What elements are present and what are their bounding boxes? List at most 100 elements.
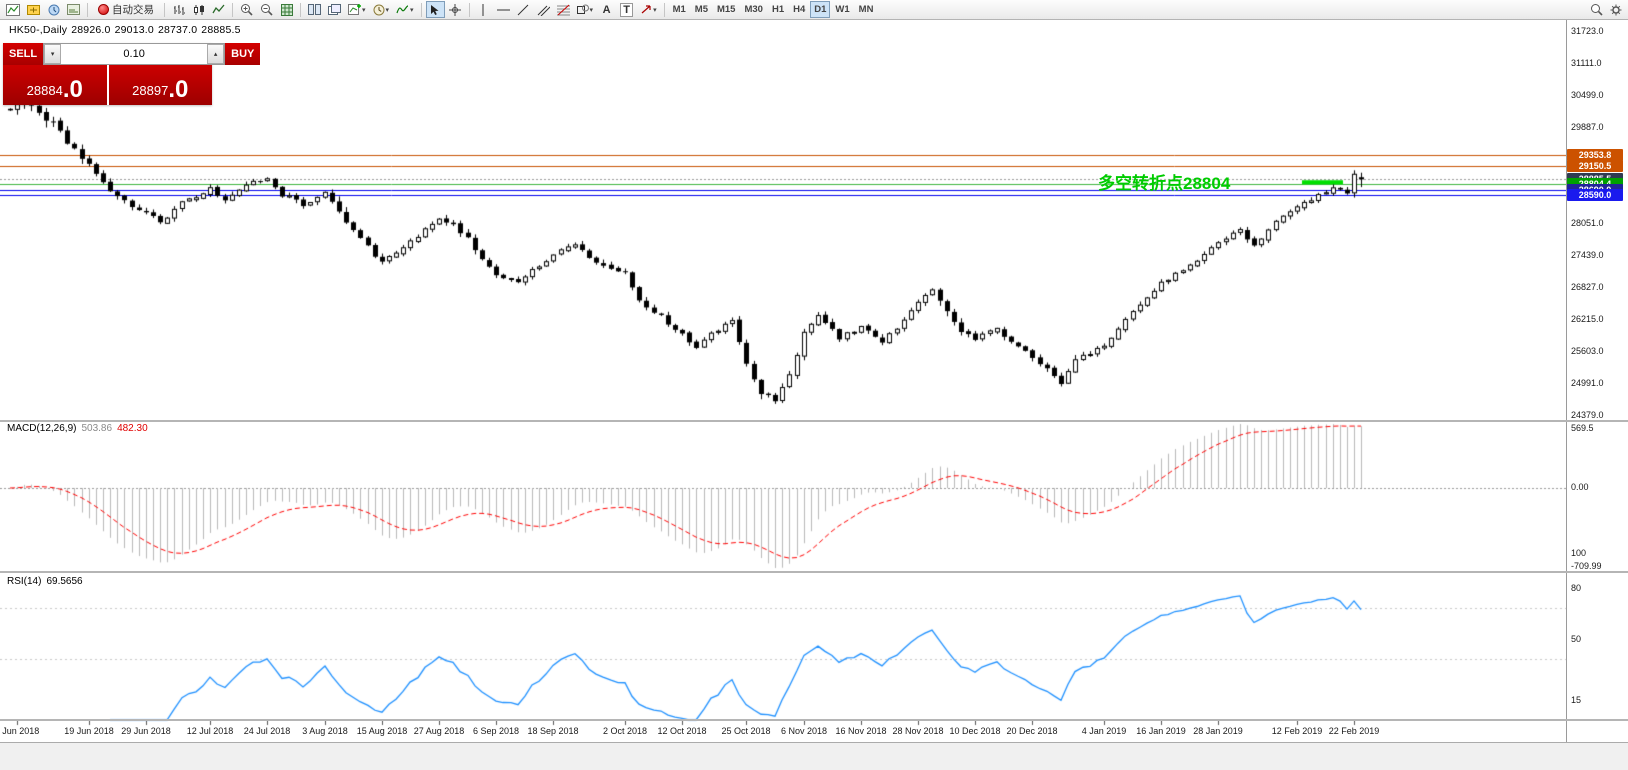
time-axis-label: 20 Dec 2018 <box>1006 726 1058 736</box>
trendline-icon <box>517 4 529 16</box>
price-axis-label: 26827.0 <box>1571 282 1604 292</box>
terminal-button[interactable] <box>64 1 83 18</box>
terminal-icon <box>67 4 80 15</box>
rsi-axis-label: 80 <box>1571 582 1582 593</box>
search-button[interactable] <box>1587 1 1606 18</box>
zoom-in-button[interactable] <box>237 1 256 18</box>
settings-button[interactable] <box>1606 1 1625 18</box>
price-axis-label: 25603.0 <box>1571 346 1604 356</box>
time-axis[interactable]: 5 Jun 2018 19 Jun 2018 29 Jun 2018 12 Jul 2… <box>0 720 1566 742</box>
sell-button[interactable]: SELL <box>3 43 44 65</box>
cascade-windows-button[interactable] <box>325 1 344 18</box>
indicators-dropdown[interactable]: ▾ <box>393 1 417 18</box>
crosshair-tool-button[interactable] <box>446 1 465 18</box>
cursor-icon <box>430 4 440 16</box>
channel-icon <box>537 4 550 16</box>
volume-input[interactable] <box>61 44 208 64</box>
search-icon <box>1590 3 1603 16</box>
line-chart-type-button[interactable] <box>209 1 228 18</box>
grid-icon <box>280 3 293 16</box>
strategy-tester-button[interactable] <box>277 1 296 18</box>
sell-price-main: 28884 <box>26 83 63 98</box>
candlestick-chart-type-button[interactable] <box>189 1 208 18</box>
time-axis-label: 27 Aug 2018 <box>413 726 465 736</box>
pane-splitter-time[interactable] <box>0 719 1628 721</box>
trendline-tool-button[interactable] <box>514 1 533 18</box>
arrows-dropdown[interactable]: ▾ <box>637 1 660 18</box>
new-chart-button[interactable] <box>3 1 23 18</box>
time-axis-label: 12 Jul 2018 <box>186 726 234 736</box>
timeframe-button-m1[interactable]: M1 <box>672 4 686 15</box>
sell-price-panel[interactable]: 28884 .0 <box>3 65 107 105</box>
autotrade-status-icon <box>98 4 109 15</box>
arrow-tool-icon <box>640 4 652 15</box>
add-chart-icon <box>348 4 361 15</box>
clock-icon <box>373 4 385 16</box>
toolbar-separator <box>300 2 301 17</box>
gear-icon <box>1610 4 1622 16</box>
timeframe-button-w1[interactable]: W1 <box>835 4 850 15</box>
timeframe-button-m15[interactable]: M15 <box>716 4 736 15</box>
label-tool-button[interactable]: T <box>617 1 636 18</box>
status-bar <box>0 742 1628 770</box>
one-click-trading-panel: SELL ▾ ▴ BUY 28884 .0 28897 .0 <box>3 43 261 105</box>
volume-decrease-button[interactable]: ▾ <box>44 44 62 64</box>
shapes-dropdown[interactable]: ▾ <box>574 1 597 18</box>
buy-button[interactable]: BUY <box>225 43 261 65</box>
zoom-in-icon <box>240 3 253 16</box>
price-axis[interactable]: 31723.031111.030499.029887.029275.028663… <box>1566 20 1628 720</box>
vertical-line-tool-button[interactable] <box>474 1 493 18</box>
toolbar-separator <box>663 2 665 17</box>
pane-splitter-macd[interactable] <box>0 420 1628 422</box>
text-tool-button[interactable]: A <box>597 1 616 18</box>
price-axis-label: 30499.0 <box>1571 90 1604 100</box>
time-axis-label: 22 Feb 2019 <box>1328 726 1380 736</box>
new-chart-dropdown[interactable]: ▾ <box>345 1 369 18</box>
macd-axis-label: 569.5 <box>1571 423 1594 433</box>
timeframe-button-h1[interactable]: H1 <box>771 4 785 15</box>
chart-quote-line: HK50-,Daily 28926.0 29013.0 28737.0 28885.5 <box>9 24 245 36</box>
text-tool-icon: A <box>602 3 611 16</box>
market-watch-button[interactable] <box>44 1 63 18</box>
time-axis-label: 28 Jan 2019 <box>1193 726 1243 736</box>
bar-chart-type-button[interactable] <box>169 1 188 18</box>
channel-tool-button[interactable] <box>534 1 553 18</box>
horizontal-line-tool-button[interactable] <box>494 1 513 18</box>
cursor-tool-button[interactable] <box>425 1 445 18</box>
fibonacci-tool-button[interactable] <box>554 1 573 18</box>
time-axis-label: 15 Aug 2018 <box>356 726 408 736</box>
periods-dropdown[interactable]: ▾ <box>370 1 393 18</box>
time-axis-label: 6 Nov 2018 <box>780 726 828 736</box>
timeframe-button-d1[interactable]: D1 <box>810 1 831 18</box>
chart-canvas[interactable] <box>0 20 1566 742</box>
volume-control: ▾ ▴ <box>43 43 226 65</box>
macd-name: MACD(12,26,9) <box>7 423 77 434</box>
toolbar-separator <box>420 2 422 17</box>
zoom-out-button[interactable] <box>257 1 276 18</box>
toolbar-separator <box>232 2 233 17</box>
pane-splitter-rsi[interactable] <box>0 571 1628 573</box>
new-order-button[interactable] <box>24 1 43 18</box>
timeframe-button-h4[interactable]: H4 <box>793 4 806 15</box>
price-badge-support: 28590.0 <box>1567 188 1623 201</box>
buy-price-panel[interactable]: 28897 .0 <box>108 65 212 105</box>
toolbar-separator <box>87 2 88 17</box>
volume-increase-button[interactable]: ▴ <box>207 44 225 64</box>
autotrade-button[interactable]: 自动交易 <box>92 1 160 18</box>
timeframe-button-mn[interactable]: MN <box>858 4 874 15</box>
macd-axis-label: -709.99 <box>1571 561 1602 571</box>
price-axis-label: 27439.0 <box>1571 250 1604 260</box>
chart-annotation-text: 多空转折点28804 <box>1098 174 1231 193</box>
price-axis-label: 29887.0 <box>1571 122 1604 132</box>
fibonacci-icon <box>556 4 570 16</box>
timeframe-button-m30[interactable]: M30 <box>744 4 763 15</box>
chevron-down-icon: ▾ <box>385 6 390 14</box>
time-axis-label: 12 Oct 2018 <box>657 726 707 736</box>
axis-border <box>1566 20 1567 742</box>
timeframe-button-m5[interactable]: M5 <box>694 4 708 15</box>
market-watch-icon <box>48 4 60 16</box>
chevron-down-icon: ▾ <box>362 6 366 14</box>
crosshair-icon <box>449 3 462 16</box>
label-tool-icon: T <box>620 2 633 17</box>
tile-windows-button[interactable] <box>305 1 324 18</box>
